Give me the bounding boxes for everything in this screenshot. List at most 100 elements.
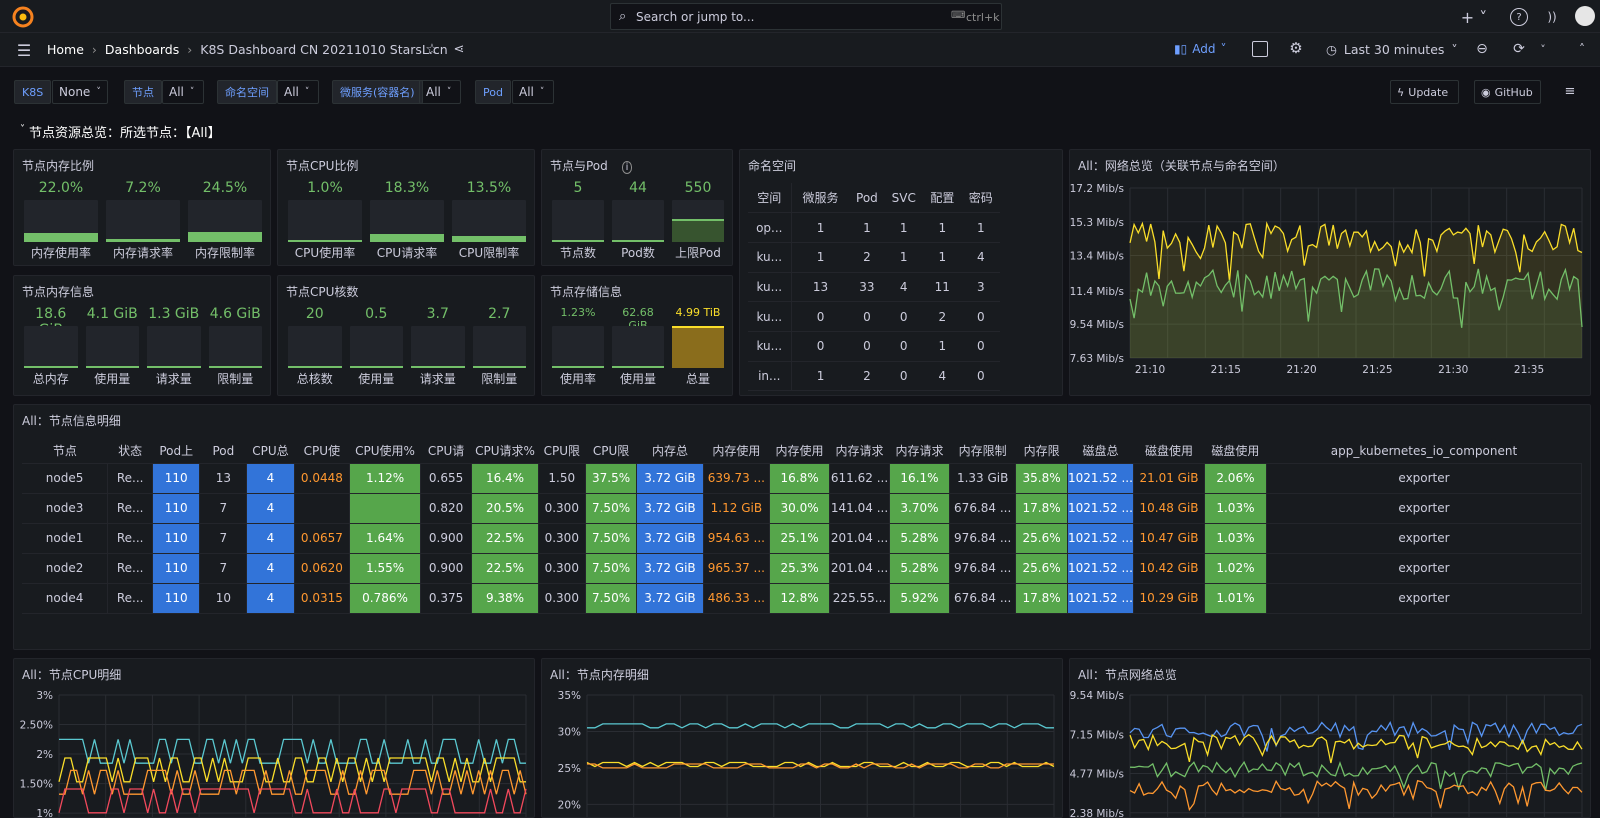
gauge-bar [288, 326, 342, 368]
row-header[interactable]: ˅ 节点资源总览：所选节点：【All】 [20, 122, 221, 141]
column-header[interactable]: 磁盘使用 [1204, 439, 1267, 464]
table-row[interactable]: op... 1 1 1 1 1 [748, 212, 1000, 243]
table-cell: 110 [152, 583, 201, 614]
gauge-label: 总内存 [32, 372, 69, 386]
panel-title: All：网络总览（关联节点与命名空间） [1078, 159, 1285, 173]
table-cell: 2 [923, 301, 962, 332]
save-icon[interactable] [1252, 41, 1268, 57]
keyboard-icon: ⌨ [951, 10, 966, 21]
hamburger-menu-icon[interactable]: ≡ [1564, 83, 1576, 99]
refresh-icon[interactable]: ⟳ [1513, 41, 1525, 57]
column-header[interactable]: 内存使用 [703, 439, 770, 464]
table-row[interactable]: ku... 0 0 0 1 0 [748, 331, 1000, 362]
table-row[interactable]: ku... 1 2 1 1 4 [748, 242, 1000, 273]
var-label-node: 节点 [124, 80, 162, 104]
table-cell: 1021.52 ... [1067, 583, 1135, 614]
breadcrumb-dashboards[interactable]: Dashboards [104, 42, 180, 57]
column-header[interactable]: app_kubernetes_io_component [1266, 439, 1582, 464]
table-cell: 16.1% [889, 463, 950, 494]
var-select-node[interactable]: All ˅ [162, 80, 204, 104]
table-cell: 0 [849, 301, 885, 332]
table-row[interactable]: in... 1 2 0 4 0 [748, 361, 1000, 392]
avatar[interactable] [1575, 6, 1595, 26]
news-rss-icon[interactable]: )) [1547, 10, 1557, 24]
settings-gear-icon[interactable]: ⚙ [1289, 39, 1303, 57]
gauge-bar [188, 200, 262, 242]
table-cell: 1.55% [349, 553, 421, 584]
var-select-k8s[interactable]: None ˅ [52, 80, 108, 104]
node-detail-table: 节点 状态 Pod上 Pod CPU总 CPU使 CPU使用% CPU请 CPU请求% CPU限 C… [22, 439, 1583, 614]
update-link-button[interactable]: ϟ Update [1390, 80, 1459, 104]
var-label-namespace: 命名空间 [217, 80, 277, 104]
column-header[interactable]: CPU限 [585, 439, 637, 464]
var-select-namespace[interactable]: All ˅ [277, 80, 319, 104]
add-button[interactable]: ▮▯ Add ˅ [1174, 42, 1226, 56]
column-header[interactable]: 状态 [107, 439, 153, 464]
column-header[interactable]: 内存请求 [889, 439, 950, 464]
var-select-pod[interactable]: All ˅ [512, 80, 554, 104]
column-header[interactable]: SVC [884, 183, 924, 214]
y-tick-label: 30% [558, 726, 581, 738]
table-row[interactable]: node2 Re... 110 7 4 0.0620 1.55% 0.900 22.5% 0.30… [22, 553, 1583, 584]
column-header[interactable]: CPU请 [420, 439, 472, 464]
column-header[interactable]: 内存使用 [769, 439, 830, 464]
grafana-logo-icon[interactable] [12, 6, 34, 28]
table-row[interactable]: node5 Re... 110 13 4 0.0448 1.12% 0.655 16.4% 1.5… [22, 463, 1583, 494]
column-header[interactable]: Pod [849, 183, 885, 214]
column-header[interactable]: 微服务 [791, 183, 850, 214]
gauge-fill [612, 240, 664, 242]
column-header[interactable]: 磁盘总 [1067, 439, 1134, 464]
table-row[interactable]: node1 Re... 110 7 4 0.0657 1.64% 0.900 22.5% 0.30… [22, 523, 1583, 554]
table-cell: 0 [961, 331, 1000, 362]
column-header[interactable]: 节点 [22, 439, 108, 464]
menu-icon[interactable]: ☰ [16, 40, 32, 60]
zoom-out-icon[interactable]: ⊖ [1476, 41, 1488, 57]
column-header[interactable]: 内存请求 [829, 439, 890, 464]
column-header[interactable]: CPU总 [246, 439, 295, 464]
time-range-picker[interactable]: ◷ Last 30 minutes ˅ [1326, 42, 1458, 57]
table-row[interactable]: ku... 0 0 0 2 0 [748, 301, 1000, 332]
share-icon[interactable]: ⋖ [453, 41, 465, 57]
column-header[interactable]: 磁盘使用 [1133, 439, 1205, 464]
column-header[interactable]: 密码 [961, 183, 1000, 214]
column-header[interactable]: 内存总 [636, 439, 704, 464]
column-header[interactable]: Pod [199, 439, 247, 464]
table-row[interactable]: node3 Re... 110 7 4 0.820 20.5% 0.300 7.50% 3.72 … [22, 493, 1583, 524]
refresh-interval-chevron-icon[interactable]: ˅ [1540, 42, 1546, 56]
table-row[interactable]: ku... 13 33 4 11 3 [748, 272, 1000, 303]
gauge-bar [85, 326, 139, 368]
column-header[interactable]: Pod上 [152, 439, 200, 464]
column-header[interactable]: 内存限制 [949, 439, 1016, 464]
column-header[interactable]: 配置 [923, 183, 962, 214]
column-header[interactable]: 空间 [748, 183, 792, 214]
column-header[interactable]: CPU限 [538, 439, 586, 464]
series-line [59, 738, 526, 764]
table-cell: 7.50% [585, 553, 638, 584]
column-header[interactable]: CPU请求% [471, 439, 539, 464]
y-tick-label: 9.54 Mib/s [1070, 690, 1124, 702]
collapse-chevron-up-icon[interactable]: ˄ [1579, 42, 1585, 56]
column-header[interactable]: 内存限 [1015, 439, 1068, 464]
breadcrumb-home[interactable]: Home [47, 42, 84, 57]
table-row[interactable]: node4 Re... 110 10 4 0.0315 0.786% 0.375 9.38% 0.… [22, 583, 1583, 614]
table-cell: node2 [22, 553, 109, 584]
column-header[interactable]: CPU使用% [349, 439, 421, 464]
x-tick-label: 21:15 [1211, 364, 1241, 376]
table-cell: 1.64% [349, 523, 421, 554]
var-value: All [169, 85, 184, 99]
github-link-button[interactable]: ◉ GitHub [1474, 80, 1541, 104]
panel-title-text: 节点与Pod [550, 159, 608, 173]
panel-title: 节点CPU核数 [286, 285, 359, 299]
info-icon[interactable]: i [621, 161, 633, 174]
y-tick-label: 1.50% [20, 779, 53, 791]
table-cell: 0 [884, 301, 924, 332]
table-cell: 35.8% [1015, 463, 1068, 494]
column-header[interactable]: CPU使 [294, 439, 350, 464]
var-select-service[interactable]: All ˅ [419, 80, 461, 104]
new-plus-icon[interactable]: + ˅ [1460, 7, 1488, 27]
help-icon[interactable]: ? [1510, 8, 1528, 26]
table-cell: 1.12% [349, 463, 421, 494]
star-icon[interactable]: ☆ [425, 40, 439, 58]
search-input[interactable]: ⌕ Search or jump to... ⌨ ctrl+k [610, 3, 1002, 30]
